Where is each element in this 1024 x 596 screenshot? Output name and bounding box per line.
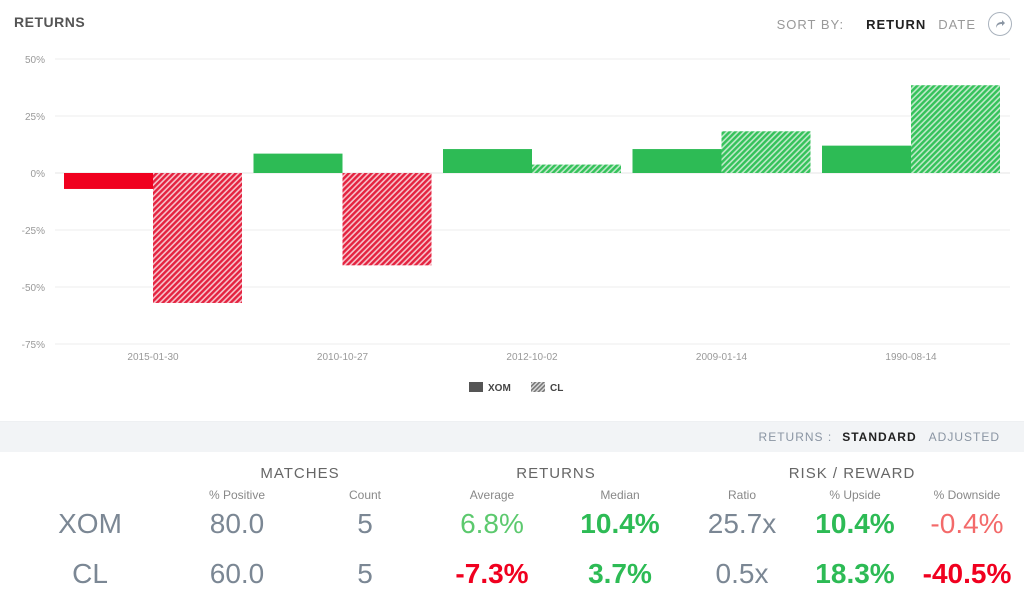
col-downside: % Downside bbox=[933, 488, 1001, 502]
cl-upside: 18.3% bbox=[815, 558, 895, 589]
xom-upside: 10.4% bbox=[815, 508, 895, 539]
returns-mode-label: RETURNS : bbox=[758, 430, 833, 444]
legend-swatch-cl bbox=[531, 382, 545, 392]
x-tick-label: 2012-10-02 bbox=[506, 352, 558, 363]
col-count: Count bbox=[348, 488, 382, 502]
cl-average: -7.3% bbox=[455, 558, 529, 589]
sort-controls: SORT BY: RETURN DATE bbox=[777, 12, 1012, 36]
cl-downside: -40.5% bbox=[922, 558, 1012, 589]
x-tick-label: 2009-01-14 bbox=[696, 352, 748, 363]
group-header-matches: MATCHES bbox=[260, 465, 340, 482]
col-upside: % Upside bbox=[829, 488, 881, 502]
sort-date-option[interactable]: DATE bbox=[938, 16, 976, 32]
xom-downside: -0.4% bbox=[930, 508, 1004, 539]
mode-adjusted-option[interactable]: ADJUSTED bbox=[928, 430, 1000, 444]
bar-xom-2010-10-27[interactable] bbox=[253, 153, 343, 173]
col-ratio: Ratio bbox=[727, 488, 756, 502]
legend-swatch-xom bbox=[469, 382, 483, 392]
legend-label-xom[interactable]: XOM bbox=[488, 383, 511, 394]
y-tick-label: 25% bbox=[25, 112, 45, 123]
bar-xom-2009-01-14[interactable] bbox=[632, 149, 722, 173]
y-tick-label: -25% bbox=[22, 226, 45, 237]
bar-cl-2010-10-27[interactable] bbox=[342, 173, 432, 266]
cl-ratio: 0.5x bbox=[715, 558, 769, 589]
legend-label-cl[interactable]: CL bbox=[550, 383, 563, 394]
group-header-returns: RETURNS bbox=[516, 465, 596, 482]
row-ticker-xom: XOM bbox=[58, 508, 122, 539]
col-average: Average bbox=[469, 488, 515, 502]
y-tick-label: -50% bbox=[22, 283, 45, 294]
share-button[interactable] bbox=[988, 12, 1012, 36]
cl-pct-positive: 60.0 bbox=[209, 558, 265, 589]
col-median: Median bbox=[600, 488, 640, 502]
sort-by-label: SORT BY: bbox=[776, 16, 845, 32]
y-tick-label: 50% bbox=[25, 55, 45, 66]
xom-average: 6.8% bbox=[460, 508, 524, 539]
bar-xom-2012-10-02[interactable] bbox=[443, 149, 532, 173]
x-tick-label: 2015-01-30 bbox=[127, 352, 179, 363]
col-pct-positive: % Positive bbox=[208, 488, 266, 502]
bar-cl-1990-08-14[interactable] bbox=[911, 85, 1000, 173]
xom-ratio: 25.7x bbox=[707, 508, 777, 539]
sort-return-option[interactable]: RETURN bbox=[866, 16, 927, 32]
cl-count: 5 bbox=[357, 558, 373, 589]
row-ticker-cl: CL bbox=[72, 558, 108, 589]
xom-pct-positive: 80.0 bbox=[209, 508, 265, 539]
bar-xom-1990-08-14[interactable] bbox=[822, 145, 911, 173]
cl-median: 3.7% bbox=[588, 558, 652, 589]
mode-standard-option[interactable]: STANDARD bbox=[842, 430, 917, 444]
x-tick-label: 1990-08-14 bbox=[885, 352, 937, 363]
returns-bar-chart: 50% 25% 0% -25% -50% -75% 2015-01-30 2010-10-2… bbox=[22, 55, 1010, 394]
returns-chart-panel: 50% 25% 0% -25% -50% -75% 2015-01-30 2010-10-2… bbox=[0, 12, 1024, 422]
stats-table: MATCHES RETURNS RISK / REWARD % Positive… bbox=[0, 452, 1024, 596]
bar-cl-2012-10-02[interactable] bbox=[532, 164, 621, 173]
xom-median: 10.4% bbox=[580, 508, 660, 539]
bar-xom-2015-01-30[interactable] bbox=[64, 173, 153, 189]
y-tick-label: -75% bbox=[22, 340, 45, 351]
group-header-risk-reward: RISK / REWARD bbox=[788, 465, 916, 482]
bar-cl-2009-01-14[interactable] bbox=[721, 131, 811, 173]
bar-cl-2015-01-30[interactable] bbox=[153, 173, 242, 303]
x-tick-label: 2010-10-27 bbox=[317, 352, 369, 363]
chart-title: RETURNS bbox=[14, 14, 86, 30]
share-arrow-icon bbox=[996, 20, 1005, 28]
xom-count: 5 bbox=[357, 508, 373, 539]
y-tick-label: 0% bbox=[31, 169, 46, 180]
returns-mode-bar: RETURNS : STANDARD ADJUSTED bbox=[0, 422, 1024, 452]
